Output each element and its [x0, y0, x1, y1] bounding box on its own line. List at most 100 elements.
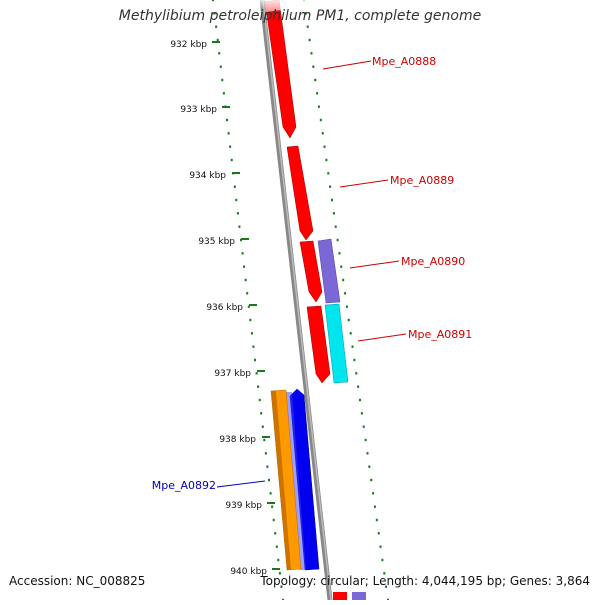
ring-dot — [263, 438, 266, 442]
ring-dot — [238, 225, 241, 228]
tick-label: 935 kbp — [198, 237, 235, 247]
ring-dot — [344, 292, 347, 295]
gene-label-mpe-a0892[interactable]: Mpe_A0892 — [152, 479, 266, 492]
tick-label: 939 kbp — [225, 501, 262, 511]
ring-dot — [241, 252, 244, 255]
ring-dot — [377, 532, 380, 535]
gene-mpe-a0890[interactable] — [299, 240, 323, 303]
ring-dot — [215, 25, 218, 28]
ring-dot — [227, 132, 230, 135]
ring-dot — [274, 532, 277, 535]
gene-label-mpe-a0890[interactable]: Mpe_A0890 — [349, 255, 465, 269]
ring-dot — [254, 358, 256, 362]
leader-line — [216, 480, 266, 488]
tick-label: 934 kbp — [189, 171, 226, 181]
ring-dot — [249, 318, 252, 322]
ring-dot — [366, 452, 369, 455]
ring-dot — [222, 92, 225, 95]
tick-group-937: 937 kbp — [214, 369, 265, 379]
ring-dot — [334, 225, 337, 228]
ring-dot — [340, 265, 343, 268]
ring-dot — [329, 185, 332, 188]
ring-dot — [345, 305, 348, 308]
ring-dot — [327, 172, 330, 175]
gene-label-mpe-a0891[interactable]: Mpe_A0891 — [357, 328, 472, 342]
ring-dot — [317, 105, 320, 108]
ring-dot — [355, 372, 358, 375]
ring-dot — [357, 385, 360, 388]
ring-dot — [221, 78, 224, 82]
ring-dot — [219, 65, 222, 68]
ring-dot — [257, 385, 260, 388]
ring-dot — [247, 305, 250, 308]
gene-label-text: Mpe_A0890 — [401, 255, 465, 268]
gene-mpe-a0891[interactable] — [306, 305, 331, 384]
ring-dot — [349, 332, 352, 335]
gene-mpe-a0892[interactable] — [285, 388, 320, 571]
tick-group-938: 938 kbp — [219, 435, 270, 445]
ring-dot — [277, 558, 280, 562]
tick-group-936: 936 kbp — [206, 303, 257, 313]
gene-mpe-a0890-partner[interactable] — [317, 238, 341, 304]
ring-dot — [280, 585, 283, 588]
ring-dot — [226, 118, 228, 122]
gene-mpe-a0892-partner[interactable] — [270, 389, 302, 571]
gene-label-text: Mpe_A0891 — [408, 328, 472, 341]
gene-label-text: Mpe_A0889 — [390, 174, 454, 187]
ring-dot — [235, 198, 238, 202]
genome-backbone — [259, 0, 333, 601]
ring-dot — [250, 332, 253, 335]
ring-dot — [336, 238, 339, 242]
tick-group-933: 933 kbp — [180, 105, 230, 115]
ring-dot — [233, 185, 236, 188]
ring-dot — [306, 25, 309, 28]
ring-dot — [347, 318, 350, 322]
ring-dot — [244, 278, 247, 282]
ring-dot — [353, 358, 356, 362]
ring-dot — [370, 478, 373, 482]
tick-group-939: 939 kbp — [225, 501, 275, 511]
feature-bottom-red — [333, 592, 347, 600]
gene-label-text: Mpe_A0892 — [152, 479, 216, 492]
gene-mpe-a0889[interactable] — [286, 145, 314, 241]
leader-line — [339, 179, 389, 188]
ring-dot — [314, 78, 317, 82]
gene-mpe-a0891-partner[interactable] — [324, 303, 349, 384]
ring-dot — [216, 38, 219, 42]
ring-dot — [316, 92, 319, 95]
ring-dot — [275, 545, 278, 548]
leader-line — [349, 260, 400, 269]
tick-group-940: 940 kbp — [230, 567, 280, 577]
ring-dot — [351, 345, 354, 348]
ring-dot — [310, 52, 313, 55]
leader-line — [322, 60, 372, 70]
gene-label-mpe-a0889[interactable]: Mpe_A0889 — [339, 174, 454, 188]
ring-dot — [321, 132, 324, 135]
ring-dot — [312, 65, 315, 68]
ring-dot — [272, 518, 275, 522]
tick-label: 937 kbp — [214, 369, 251, 379]
ring-dot — [212, 0, 214, 2]
ring-dot — [332, 212, 335, 215]
ring-dot — [383, 572, 386, 575]
ring-dot — [375, 518, 378, 522]
ring-dot — [261, 425, 264, 428]
tick-group-934: 934 kbp — [189, 171, 240, 181]
ring-dot — [246, 292, 249, 295]
gene-label-mpe-a0888[interactable]: Mpe_A0888 — [322, 55, 436, 70]
ring-dot — [230, 158, 233, 162]
leader-line — [357, 333, 407, 342]
ring-dot — [381, 558, 384, 562]
ring-dot — [360, 412, 363, 415]
topology-text: Topology: circular; Length: 4,044,195 bp… — [260, 574, 590, 588]
ring-dot — [264, 452, 267, 455]
ring-dot — [229, 145, 232, 148]
ring-dot — [372, 492, 375, 495]
tick-group-935: 935 kbp — [198, 237, 249, 247]
ring-dot — [266, 465, 269, 468]
genome-backbone-highlight — [262, 0, 332, 601]
ring-dot — [243, 265, 246, 268]
ring-dot — [258, 398, 261, 402]
